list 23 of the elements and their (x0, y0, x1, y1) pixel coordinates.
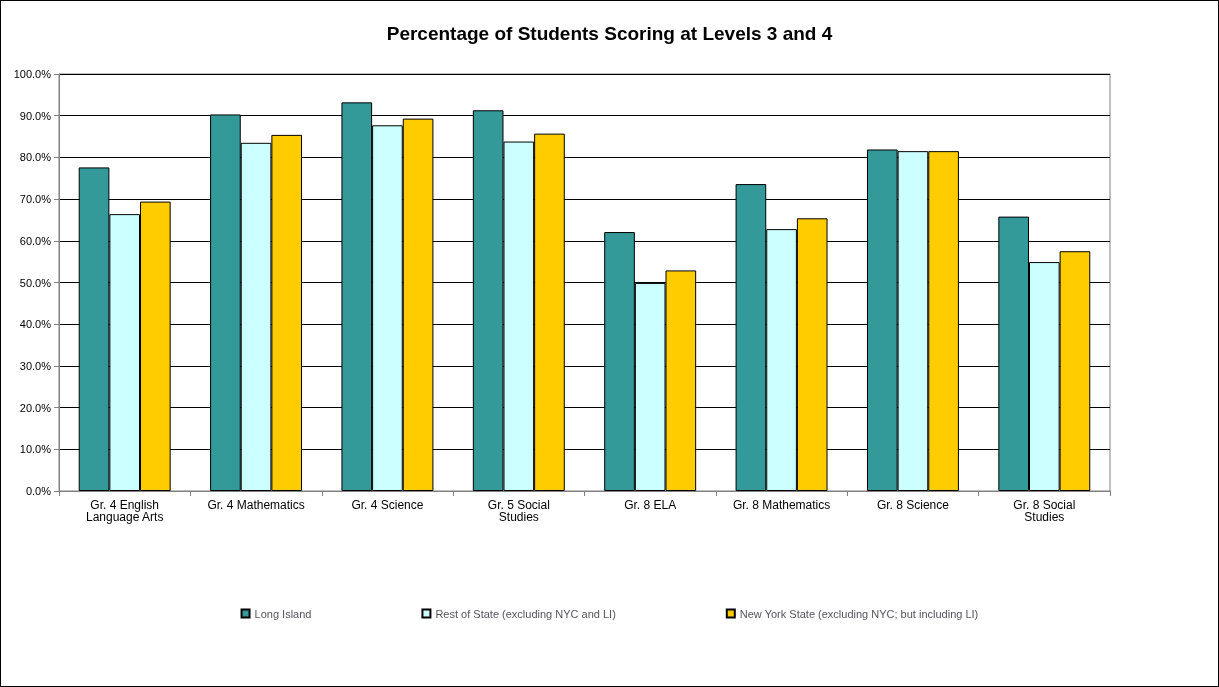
x-tick-label: Gr. 4 Science (351, 498, 424, 512)
y-tick-label: 90.0% (19, 109, 52, 122)
y-tick-label: 40.0% (19, 318, 52, 331)
x-tick-label: Gr. 8 Social Studies (1013, 498, 1076, 524)
y-tick-label: 0.0% (25, 485, 52, 497)
y-tick-label: 30.0% (19, 359, 52, 372)
chart-title: Percentage of Students Scoring at Levels 3 and 4 (386, 23, 833, 44)
x-tick-label: Gr. 4 Mathematics (207, 498, 305, 512)
legend-label: New York State (excluding NYC; but including LI) (739, 607, 979, 620)
y-tick-label: 10.0% (19, 443, 52, 456)
x-tick-label: Gr. 5 Social Studies (487, 498, 550, 524)
x-tick-label: Gr. 8 Mathematics (732, 498, 831, 512)
x-tick-label: Gr. 8 ELA (624, 498, 677, 512)
legend-label: Long Island (254, 607, 312, 620)
x-tick-label: Gr. 4 English Language Arts (85, 498, 164, 524)
y-tick-label: 100.0% (13, 68, 52, 80)
y-tick-label: 80.0% (19, 151, 52, 164)
y-tick-label: 50.0% (19, 276, 52, 289)
y-tick-label: 70.0% (19, 193, 52, 206)
y-tick-label: 60.0% (19, 234, 52, 247)
legend-label: Rest of State (excluding NYC and LI) (435, 607, 616, 620)
y-tick-label: 20.0% (19, 401, 52, 414)
x-tick-label: Gr. 8 Science (876, 498, 950, 512)
